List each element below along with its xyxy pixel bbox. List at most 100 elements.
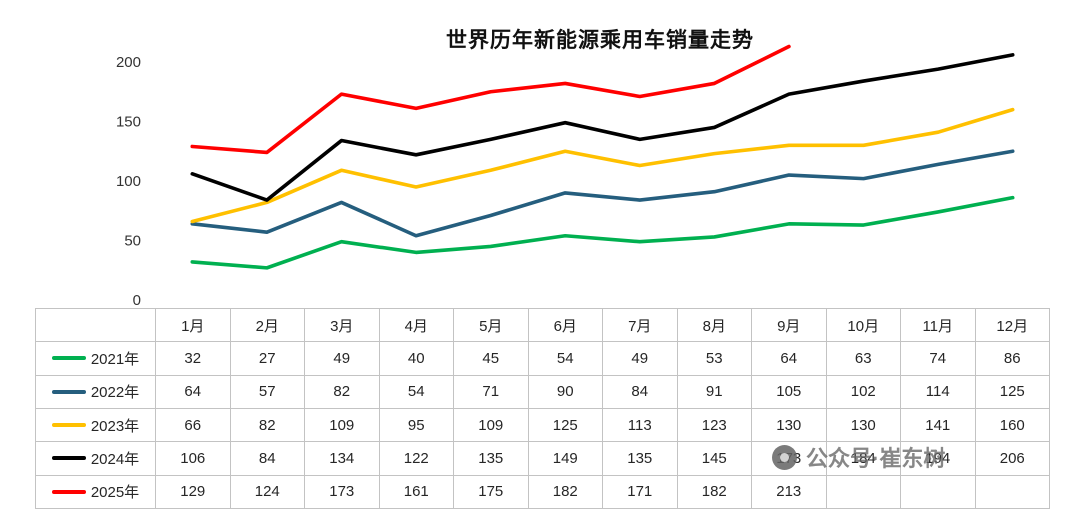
value-cell: 82 xyxy=(229,407,305,443)
value-cell: 125 xyxy=(527,407,603,443)
data-table: 1月 2月 3月 4月 5月 6月 7月 8月 9月 10月 11月 12月 2021年 32 27 49 40… xyxy=(35,307,1050,509)
value-cell: 45 xyxy=(453,341,529,376)
value-cell: 135 xyxy=(453,441,529,476)
value-cell: 113 xyxy=(602,407,678,443)
value-cell: 105 xyxy=(751,374,827,409)
table-corner-cell xyxy=(35,307,156,343)
series-line-2024年 xyxy=(190,53,1015,202)
table-row: 2023年 66 82 109 95 109 125 113 123 130 130 141 160 xyxy=(35,407,1050,443)
legend-cell: 2022年 xyxy=(35,374,156,409)
value-cell: 173 xyxy=(751,441,827,476)
value-cell: 53 xyxy=(676,341,752,376)
value-cell: 109 xyxy=(453,407,529,443)
month-header-cell: 2月 xyxy=(229,307,305,343)
month-header-cell: 11月 xyxy=(900,307,976,343)
month-header-cell: 8月 xyxy=(676,307,752,343)
legend-cell: 2021年 xyxy=(35,341,156,376)
y-axis-tick-label: 100 xyxy=(116,173,141,190)
series-name: 2025年 xyxy=(90,484,140,502)
value-cell: 106 xyxy=(155,441,231,476)
value-cell: 130 xyxy=(751,407,827,443)
legend-line-swatch xyxy=(51,356,86,361)
value-cell: 95 xyxy=(378,407,454,443)
value-cell: 135 xyxy=(602,441,678,476)
month-header-cell: 9月 xyxy=(751,307,827,343)
series-line-2022年 xyxy=(190,149,1015,238)
value-cell: 129 xyxy=(155,474,231,509)
value-cell: 49 xyxy=(602,341,678,376)
series-name: 2022年 xyxy=(90,384,140,402)
y-axis-tick-label: 200 xyxy=(116,54,141,71)
value-cell: 149 xyxy=(527,441,603,476)
value-cell: 123 xyxy=(676,407,752,443)
value-cell: 141 xyxy=(900,407,976,443)
value-cell: 213 xyxy=(751,474,827,509)
legend-cell: 2024年 xyxy=(35,441,156,476)
value-cell: 122 xyxy=(378,441,454,476)
value-cell: 109 xyxy=(304,407,380,443)
table-row: 2025年 129 124 173 161 175 182 171 182 213 xyxy=(35,474,1050,509)
value-cell: 71 xyxy=(453,374,529,409)
legend-cell: 2025年 xyxy=(35,474,156,509)
value-cell: 27 xyxy=(229,341,305,376)
value-cell: 86 xyxy=(974,341,1050,376)
series-line-2021年 xyxy=(190,195,1015,270)
value-cell: 194 xyxy=(900,441,976,476)
series-name: 2024年 xyxy=(90,450,140,468)
value-cell: 57 xyxy=(229,374,305,409)
table-header-row: 1月 2月 3月 4月 5月 6月 7月 8月 9月 10月 11月 12月 xyxy=(35,307,1050,343)
value-cell: 182 xyxy=(527,474,603,509)
value-cell: 160 xyxy=(974,407,1050,443)
month-header-cell: 1月 xyxy=(155,307,231,343)
series-name: 2021年 xyxy=(90,350,140,368)
value-cell: 145 xyxy=(676,441,752,476)
value-cell: 206 xyxy=(974,441,1050,476)
y-axis-tick-label: 50 xyxy=(124,233,141,250)
series-line-2023年 xyxy=(190,107,1015,224)
value-cell: 125 xyxy=(974,374,1050,409)
table-row: 2022年 64 57 82 54 71 90 84 91 105 102 114 125 xyxy=(35,374,1050,409)
value-cell: 130 xyxy=(825,407,901,443)
legend-line-swatch xyxy=(51,423,86,428)
legend-line-swatch xyxy=(51,456,86,461)
value-cell: 91 xyxy=(676,374,752,409)
table-row: 2024年 106 84 134 122 135 149 135 145 173 184 194 206 xyxy=(35,441,1050,476)
month-header-cell: 12月 xyxy=(974,307,1050,343)
value-cell: 175 xyxy=(453,474,529,509)
value-cell: 114 xyxy=(900,374,976,409)
value-cell: 184 xyxy=(825,441,901,476)
value-cell: 54 xyxy=(527,341,603,376)
month-header-cell: 4月 xyxy=(378,307,454,343)
value-cell: 32 xyxy=(155,341,231,376)
value-cell: 82 xyxy=(304,374,380,409)
month-header-cell: 5月 xyxy=(453,307,529,343)
value-cell: 84 xyxy=(602,374,678,409)
value-cell: 182 xyxy=(676,474,752,509)
value-cell xyxy=(825,474,901,509)
value-cell: 66 xyxy=(155,407,231,443)
value-cell xyxy=(900,474,976,509)
value-cell: 173 xyxy=(304,474,380,509)
legend-cell: 2023年 xyxy=(35,407,156,443)
value-cell: 49 xyxy=(304,341,380,376)
value-cell: 171 xyxy=(602,474,678,509)
y-axis-tick-label: 0 xyxy=(133,292,141,308)
value-cell: 54 xyxy=(378,374,454,409)
value-cell: 74 xyxy=(900,341,976,376)
value-cell: 134 xyxy=(304,441,380,476)
month-header-cell: 3月 xyxy=(304,307,380,343)
value-cell: 64 xyxy=(155,374,231,409)
value-cell: 84 xyxy=(229,441,305,476)
table-row: 2021年 32 27 49 40 45 54 49 53 64 63 74 86 xyxy=(35,341,1050,376)
month-header-cell: 6月 xyxy=(527,307,603,343)
month-header-cell: 10月 xyxy=(825,307,901,343)
series-line-2025年 xyxy=(190,44,791,155)
value-cell xyxy=(974,474,1050,509)
value-cell: 161 xyxy=(378,474,454,509)
value-cell: 102 xyxy=(825,374,901,409)
value-cell: 64 xyxy=(751,341,827,376)
value-cell: 63 xyxy=(825,341,901,376)
line-chart: 0 50 100 150 200 xyxy=(116,44,1015,308)
y-axis-tick-label: 150 xyxy=(116,114,141,131)
legend-line-swatch xyxy=(51,489,86,494)
